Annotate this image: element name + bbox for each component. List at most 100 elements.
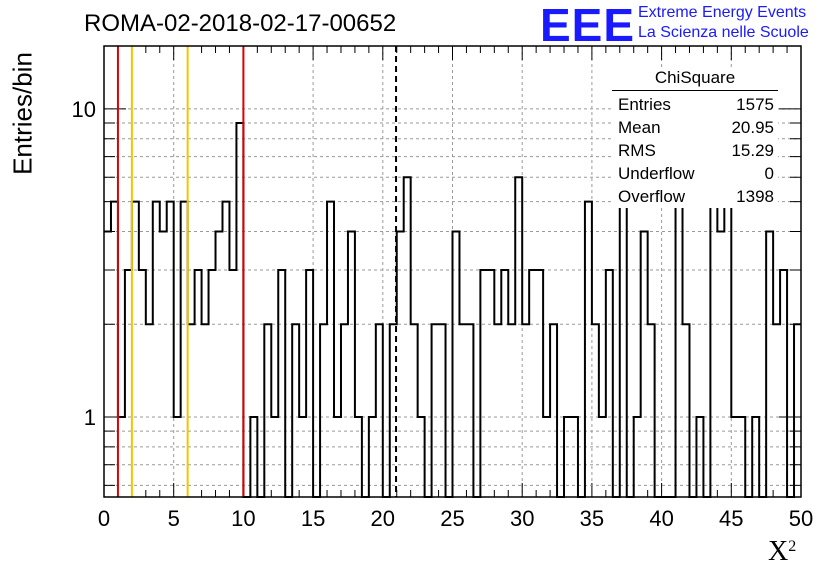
stats-label: RMS — [618, 141, 656, 160]
histogram-bin — [585, 202, 592, 497]
histogram-bin — [536, 270, 543, 497]
histogram-bin — [696, 417, 703, 497]
histogram-bin — [501, 270, 508, 497]
stats-value: 20.95 — [731, 118, 774, 137]
x-tick-label: 0 — [98, 506, 110, 531]
histogram-bin — [731, 417, 738, 497]
histogram-bin — [717, 232, 724, 497]
histogram-bin — [411, 324, 418, 497]
histogram-bin — [710, 202, 717, 497]
stats-value: 15.29 — [731, 141, 774, 160]
histogram-bin — [327, 202, 334, 497]
stats-row-entries: Entries 1575 — [612, 93, 778, 116]
histogram-bin — [229, 270, 236, 497]
x-tick-label: 50 — [789, 506, 813, 531]
histogram-bin — [271, 417, 278, 497]
histogram-bin — [341, 324, 348, 497]
histogram-bin — [724, 202, 731, 497]
x-tick-label: 30 — [510, 506, 534, 531]
histogram-bin — [202, 324, 209, 497]
x-tick-label: 10 — [231, 506, 255, 531]
histogram-bin — [404, 177, 411, 497]
histogram-bin — [508, 324, 515, 497]
histogram-bin — [118, 417, 125, 497]
histogram-bin — [550, 324, 557, 497]
stats-label: Entries — [618, 95, 671, 114]
histogram-bin — [216, 232, 223, 497]
y-tick-label: 10 — [72, 97, 96, 122]
logo-line-2: La Scienza nelle Scuole — [638, 24, 809, 41]
histogram-bin — [466, 324, 473, 497]
x-tick-label: 15 — [301, 506, 325, 531]
x-tick-label: 5 — [168, 506, 180, 531]
histogram-bin — [306, 270, 313, 497]
histogram-bin — [592, 324, 599, 497]
stats-label: Underflow — [618, 164, 695, 183]
histogram-bin — [634, 417, 641, 497]
histogram-bin — [320, 324, 327, 497]
histogram-bin — [222, 202, 229, 497]
histogram-bin — [676, 177, 683, 497]
histogram-bin — [209, 270, 216, 497]
histogram-bin — [773, 324, 780, 497]
histogram-bin — [153, 202, 160, 497]
histogram-bin — [376, 324, 383, 497]
histogram-bin — [641, 232, 648, 497]
histogram-bin — [167, 202, 174, 497]
histogram-bin — [780, 270, 787, 497]
stats-title: ChiSquare — [612, 68, 778, 91]
histogram-bin — [606, 270, 613, 497]
stats-box: ChiSquare Entries 1575 Mean 20.95 RMS 15… — [612, 68, 778, 208]
stats-row-mean: Mean 20.95 — [612, 116, 778, 139]
histogram-bin — [292, 324, 299, 497]
x-tick-label: 20 — [371, 506, 395, 531]
histogram-bin — [571, 417, 578, 497]
histogram-bin — [188, 324, 195, 497]
histogram-bin — [125, 270, 132, 497]
stats-value: 0 — [764, 164, 774, 183]
histogram-bin — [648, 324, 655, 497]
x-tick-label: 45 — [719, 506, 743, 531]
chart-title: ROMA-02-2018-02-17-00652 — [84, 10, 397, 37]
x-tick-label: 25 — [440, 506, 464, 531]
histogram-bin — [459, 324, 466, 497]
histogram-bin — [146, 324, 153, 497]
histogram-bin — [738, 417, 745, 497]
histogram-bin — [453, 232, 460, 497]
histogram-bin — [543, 417, 550, 497]
logo-line-1: Extreme Energy Events — [638, 4, 807, 21]
histogram-bin — [139, 270, 146, 497]
stats-value: 1398 — [736, 187, 774, 206]
histogram-bin — [794, 324, 801, 497]
histogram-bin — [278, 270, 285, 497]
histogram-bin — [418, 417, 425, 497]
y-axis-label: Entries/bin — [7, 52, 38, 175]
histogram-bin — [174, 417, 181, 497]
histogram-bin — [599, 417, 606, 497]
histogram-bin — [111, 202, 118, 497]
histogram-bin — [348, 232, 355, 497]
histogram-bin — [369, 417, 376, 497]
histogram-bin — [752, 417, 759, 497]
histogram-bin — [683, 324, 690, 497]
stats-row-underflow: Underflow 0 — [612, 162, 778, 185]
histogram-bin — [432, 324, 439, 497]
histogram-bin — [480, 270, 487, 497]
stats-label: Mean — [618, 118, 661, 137]
histogram-bin — [620, 177, 627, 497]
histogram-bin — [160, 232, 167, 497]
x-axis-label: X2 — [768, 536, 797, 567]
histogram-bin — [397, 232, 404, 497]
histogram-bin — [487, 270, 494, 497]
histogram-bin — [299, 417, 306, 497]
histogram-bin — [264, 324, 271, 497]
stats-row-rms: RMS 15.29 — [612, 139, 778, 162]
histogram-bin — [529, 270, 536, 497]
eee-logo: EEE — [540, 0, 636, 51]
x-tick-label: 35 — [580, 506, 604, 531]
histogram-series — [104, 121, 801, 498]
stats-row-overflow: Overflow 1398 — [612, 185, 778, 208]
histogram-bin — [564, 417, 571, 497]
histogram-bin — [766, 232, 773, 497]
